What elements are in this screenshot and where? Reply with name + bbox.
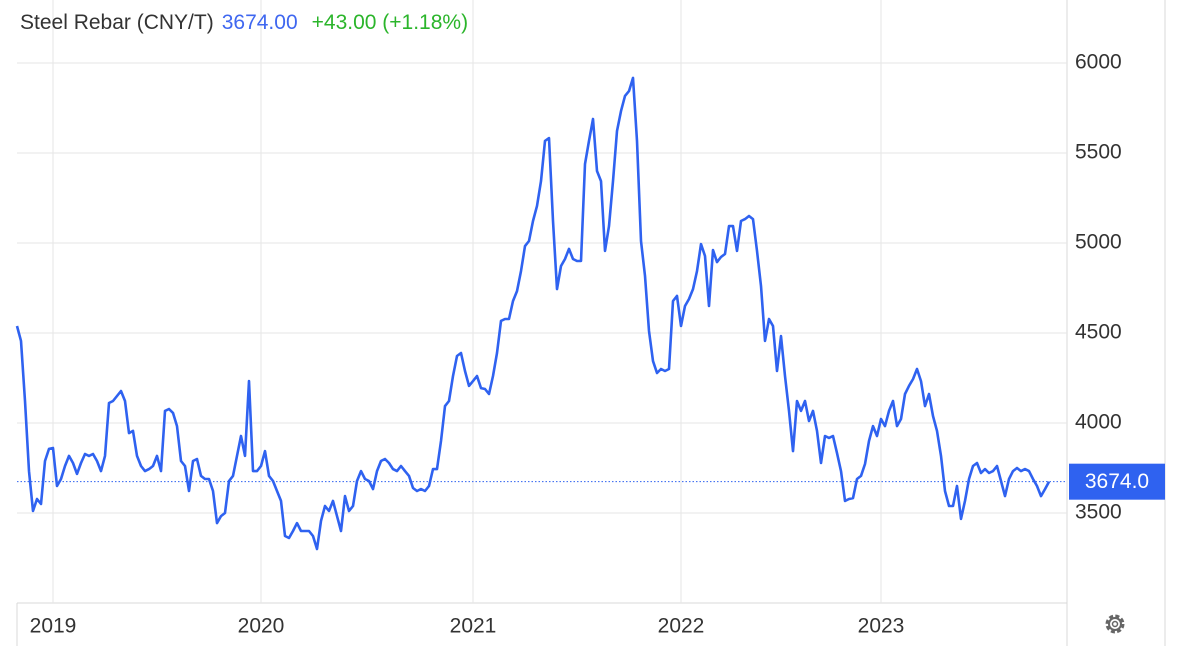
gear-body bbox=[1108, 617, 1122, 631]
x-tick-label: 2019 bbox=[30, 615, 77, 638]
settings-icon[interactable] bbox=[1105, 614, 1125, 634]
price-line bbox=[15, 76, 1051, 551]
chart-title: Steel Rebar (CNY/T) bbox=[20, 11, 214, 34]
x-tick-label: 2020 bbox=[238, 615, 285, 638]
x-tick-label: 2021 bbox=[450, 615, 497, 638]
y-tick-label: 5000 bbox=[1075, 231, 1122, 254]
gear-teeth bbox=[1105, 614, 1125, 634]
x-tick-label: 2023 bbox=[858, 615, 905, 638]
current-price-label: 3674.0 bbox=[1085, 470, 1149, 493]
gear-hole bbox=[1111, 620, 1119, 628]
header: Steel Rebar (CNY/T) 3674.00 +43.00 (+1.18%… bbox=[20, 11, 468, 34]
last-price: 3674.00 bbox=[222, 11, 298, 34]
current-price-box bbox=[1069, 463, 1165, 500]
y-tick-label: 5500 bbox=[1075, 141, 1122, 164]
x-tick-label: 2022 bbox=[658, 615, 705, 638]
y-tick-label: 3500 bbox=[1075, 501, 1122, 524]
y-tick-label: 4000 bbox=[1075, 411, 1122, 434]
y-tick-label: 6000 bbox=[1075, 51, 1122, 74]
change: +43.00 (+1.18%) bbox=[312, 11, 468, 34]
y-tick-label: 4500 bbox=[1075, 321, 1122, 344]
